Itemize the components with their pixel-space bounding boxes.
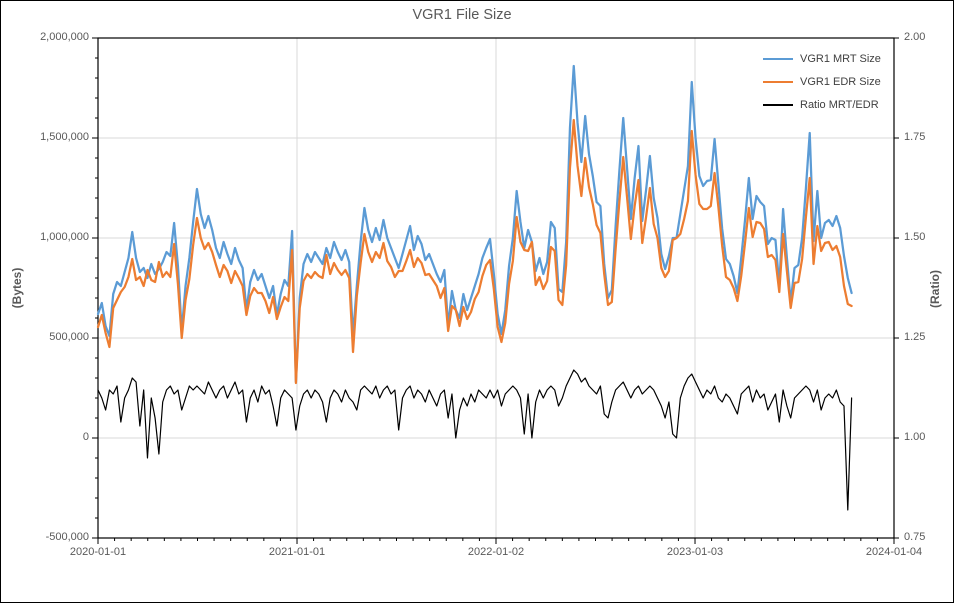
legend-item-edr-size: VGR1 EDR Size <box>763 70 881 93</box>
x-axis-tick-label: 2024-01-04 <box>865 546 923 558</box>
x-axis-tick-label: 2023-01-03 <box>666 546 724 558</box>
y-left-tick-label: 2,000,000 <box>40 31 89 43</box>
x-axis-tick-label: 2021-01-01 <box>268 546 326 558</box>
y-left-tick-label: -500,000 <box>45 531 89 543</box>
x-axis-tick-label: 2020-01-01 <box>69 546 127 558</box>
legend-label: Ratio MRT/EDR <box>800 98 879 111</box>
y-right-tick-label: 1.50 <box>904 231 926 243</box>
legend-label: VGR1 MRT Size <box>800 52 881 65</box>
y-left-axis-title: (Bytes) <box>10 267 24 309</box>
y-right-tick-label: 1.75 <box>904 131 926 143</box>
edr-line-swatch-icon <box>763 80 793 83</box>
y-left-tick-label: 0 <box>82 431 89 443</box>
y-left-tick-label: 1,500,000 <box>40 131 89 143</box>
x-axis-tick-label: 2022-01-02 <box>467 546 525 558</box>
legend: VGR1 MRT Size VGR1 EDR Size Ratio MRT/ED… <box>763 47 881 116</box>
ratio-line-swatch-icon <box>763 103 793 106</box>
y-left-tick-label: 1,000,000 <box>40 231 89 243</box>
mrt-line-swatch-icon <box>763 57 793 60</box>
y-right-tick-label: 2.00 <box>904 31 926 43</box>
legend-item-mrt-size: VGR1 MRT Size <box>763 47 881 70</box>
legend-label: VGR1 EDR Size <box>800 75 881 88</box>
legend-item-ratio: Ratio MRT/EDR <box>763 93 881 116</box>
y-right-axis-title: (Ratio) <box>928 270 942 308</box>
y-left-tick-label: 500,000 <box>49 331 89 343</box>
series-line-mrt <box>96 64 853 384</box>
series-line-ratio <box>97 369 853 511</box>
plot-frame <box>97 37 895 539</box>
series-line-edr <box>96 118 853 385</box>
y-right-tick-label: 0.75 <box>904 531 926 543</box>
y-right-tick-label: 1.00 <box>904 431 926 443</box>
chart-title: VGR1 File Size <box>412 7 512 23</box>
y-right-tick-label: 1.25 <box>904 331 926 343</box>
